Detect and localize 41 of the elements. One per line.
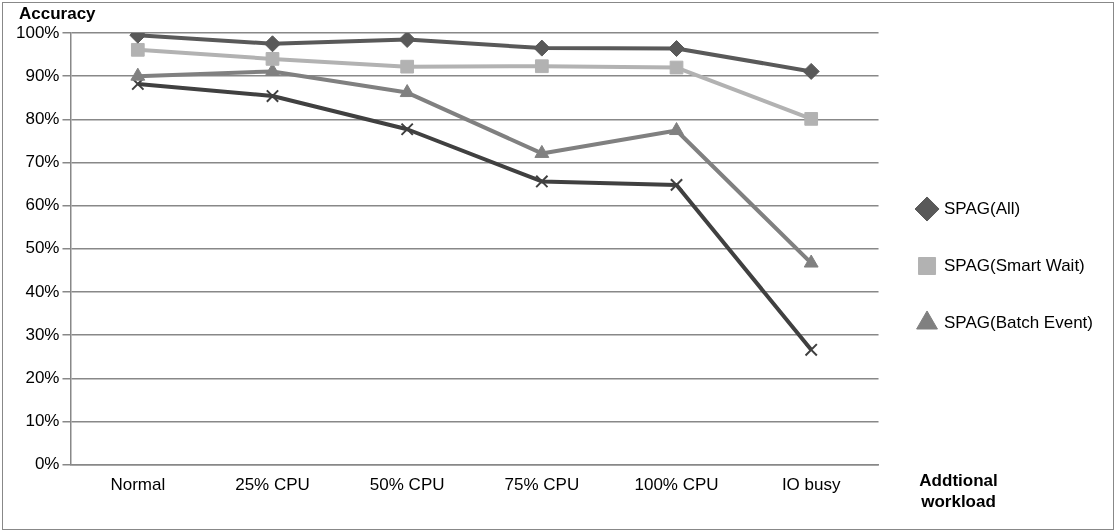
y-tick-label: 50% <box>25 238 60 258</box>
point <box>534 59 549 74</box>
point <box>803 254 819 268</box>
y-tick-label: 0% <box>34 454 60 474</box>
x-tick-label: 75% CPU <box>504 475 580 495</box>
point <box>802 62 820 80</box>
point <box>804 343 818 357</box>
legend-label: SPAG(Batch Event) <box>944 312 1093 332</box>
legend-label: SPAG(Smart Wait) <box>944 255 1085 275</box>
x-tick-label: 25% CPU <box>235 475 310 495</box>
point <box>533 39 551 57</box>
point <box>804 112 819 126</box>
y-tick-label: 60% <box>25 195 60 215</box>
y-tick-label: 80% <box>25 109 60 129</box>
y-tick-label: 100% <box>16 22 60 42</box>
point <box>669 178 684 192</box>
point <box>399 84 415 98</box>
point <box>265 89 280 103</box>
x-tick-label: IO busy <box>781 475 841 495</box>
point <box>535 174 549 189</box>
point <box>669 122 684 136</box>
y-tick-label: 20% <box>25 367 60 387</box>
y-tick-label: 10% <box>25 411 60 431</box>
legend-label: SPAG(All) <box>944 198 1021 218</box>
y-tick-label: 90% <box>25 65 60 85</box>
x-tick-label: 100% CPU <box>634 475 719 495</box>
x-axis-title: Addtional workload <box>919 470 998 511</box>
point <box>669 60 684 75</box>
point <box>400 122 414 136</box>
x-tick-label: Normal <box>110 475 166 495</box>
point <box>130 42 145 57</box>
y-axis-title: Accuracy <box>19 4 97 24</box>
x-tick-label: 50% CPU <box>369 475 445 495</box>
point <box>263 35 281 53</box>
point <box>668 40 686 58</box>
point <box>265 52 280 66</box>
point <box>400 59 415 74</box>
y-tick-label: 40% <box>25 281 60 301</box>
point <box>398 33 416 48</box>
y-tick-label: 30% <box>25 324 60 344</box>
y-tick-label: 70% <box>25 152 60 172</box>
